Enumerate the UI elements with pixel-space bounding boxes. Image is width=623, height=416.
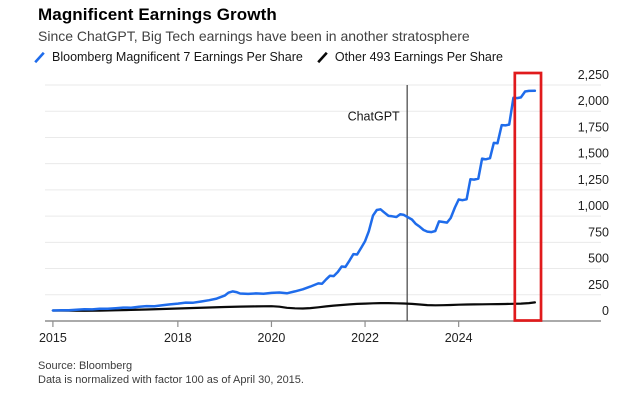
legend-item-other493: Other 493 Earnings Per Share [316, 50, 503, 64]
normalization-note: Data is normalized with factor 100 as of… [38, 373, 304, 386]
y-tick-label: 1,750 [578, 120, 609, 134]
y-tick-label: 2,250 [578, 68, 609, 82]
legend-label-mag7: Bloomberg Magnificent 7 Earnings Per Sha… [52, 50, 303, 64]
x-tick-label: 2024 [445, 331, 473, 345]
recent-data-highlight-box [513, 71, 543, 322]
y-tick-label: 1,000 [578, 199, 609, 213]
other493-series-slash-icon [317, 51, 328, 63]
y-tick-label: 250 [588, 278, 609, 292]
x-tick-label: 2020 [258, 331, 286, 345]
y-tick-label: 500 [588, 252, 609, 266]
source-line: Source: Bloomberg [38, 360, 133, 372]
y-tick-label: 1,500 [578, 147, 609, 161]
chart-subtitle: Since ChatGPT, Big Tech earnings have be… [38, 28, 470, 44]
y-tick-label: 0 [602, 304, 609, 318]
legend: Bloomberg Magnificent 7 Earnings Per Sha… [33, 50, 503, 64]
y-tick-label: 2,000 [578, 94, 609, 108]
x-tick-label: 2018 [164, 331, 192, 345]
chart-footer: Source: Bloomberg Data is normalized wit… [38, 360, 304, 387]
chatgpt-annotation-label: ChatGPT [348, 110, 400, 124]
y-tick-label: 750 [588, 225, 609, 239]
mag7-series-slash-icon [34, 51, 45, 63]
legend-label-other493: Other 493 Earnings Per Share [334, 50, 503, 64]
x-tick-label: 2022 [351, 331, 379, 345]
x-tick-label: 2015 [39, 331, 67, 345]
page-title: Magnificent Earnings Growth [38, 5, 277, 24]
mag7-eps-line [51, 89, 537, 312]
y-tick-label: 1,250 [578, 173, 609, 187]
legend-item-mag7: Bloomberg Magnificent 7 Earnings Per Sha… [33, 50, 303, 64]
other493-eps-line [51, 301, 537, 312]
